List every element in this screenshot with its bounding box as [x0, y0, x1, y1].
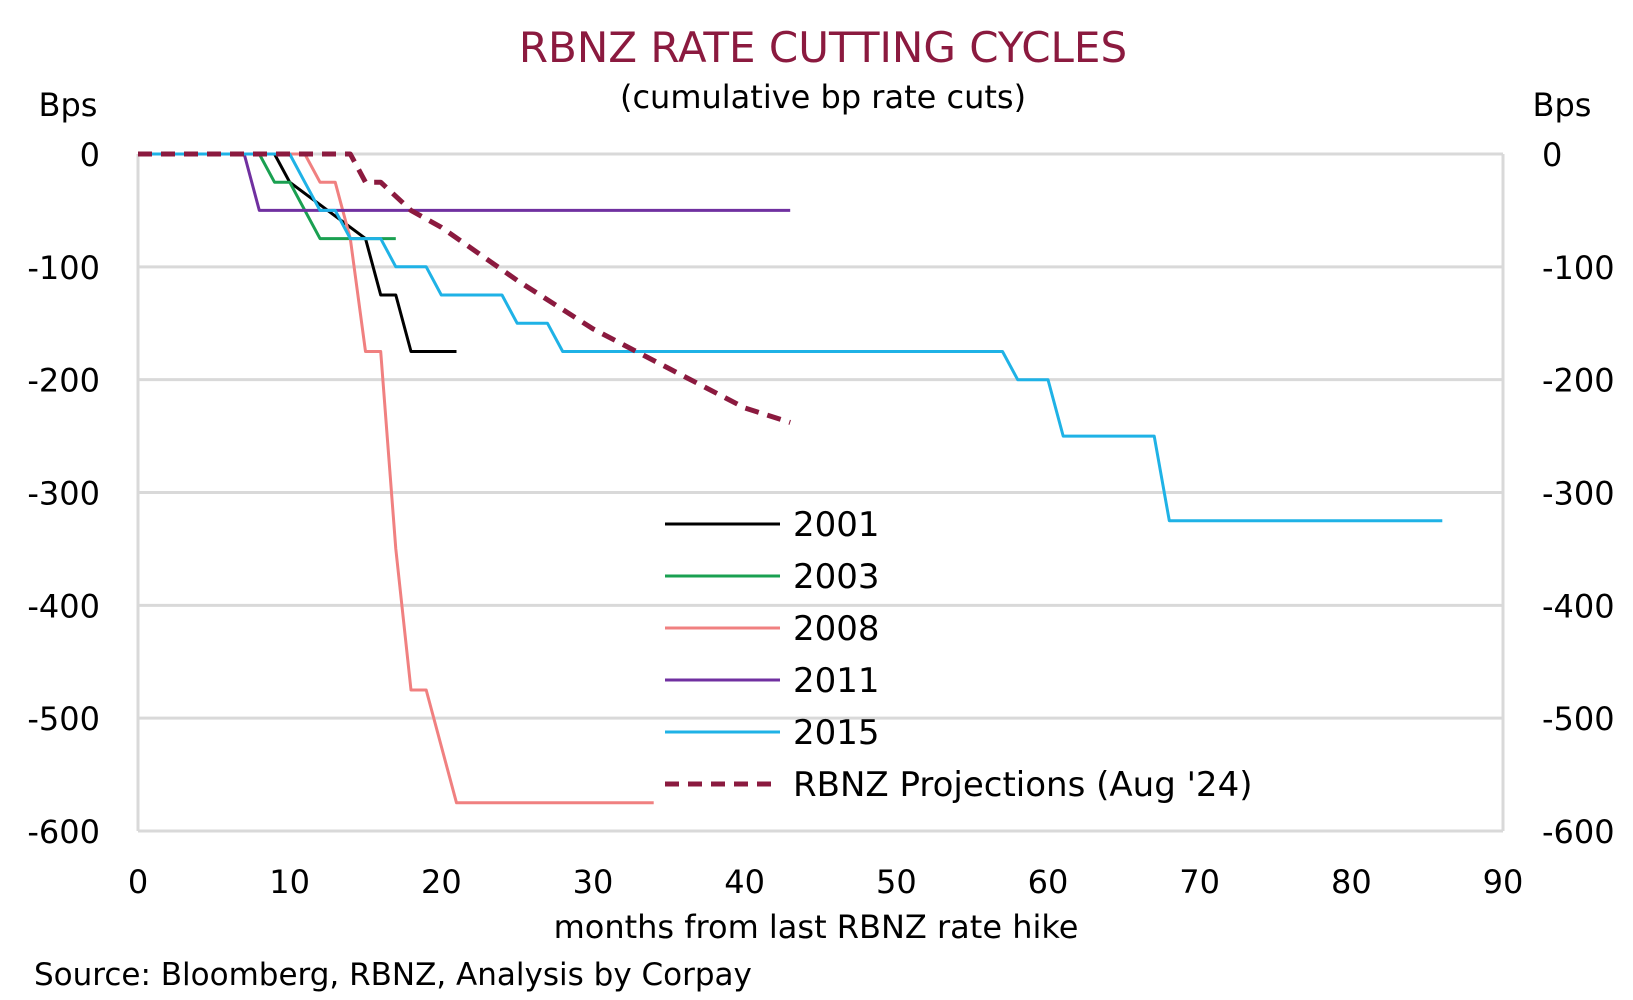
series [138, 151, 1443, 805]
series-line-6 [138, 151, 791, 425]
series-line-5 [138, 152, 1443, 523]
y-tick-label-right: -500 [1542, 700, 1615, 738]
x-tick-label: 20 [421, 863, 462, 901]
chart-title: RBNZ RATE CUTTING CYCLES [519, 23, 1127, 72]
x-tick-label: 40 [724, 863, 765, 901]
y-tick-label-right: -200 [1542, 362, 1615, 400]
legend-label-4: 2011 [793, 661, 880, 701]
y-tick-label-right: -600 [1542, 813, 1615, 851]
y-tick-label-right: 0 [1542, 136, 1562, 174]
series-line-4 [138, 152, 791, 212]
y-tick-label-left: -400 [27, 587, 100, 625]
tick-labels: 0 0 -100 -100 -200 -200 -300 -300 -400 -400 -500 -5… [27, 136, 1614, 901]
legend-label-1: 2001 [793, 505, 880, 545]
legend-label-2: 2003 [793, 557, 880, 597]
y-tick-label-right: -100 [1542, 249, 1615, 287]
legend-label-3: 2008 [793, 609, 880, 649]
x-tick-label: 60 [1028, 863, 1069, 901]
y-tick-label-left: -500 [27, 700, 100, 738]
x-tick-label: 80 [1331, 863, 1372, 901]
series-line-2 [138, 152, 396, 241]
chart-subtitle: (cumulative bp rate cuts) [620, 78, 1026, 116]
legend-label-6: RBNZ Projections (Aug '24) [793, 765, 1252, 805]
y-tick-label-left: -100 [27, 249, 100, 287]
y-tick-label-left: -200 [27, 362, 100, 400]
source-note: Source: Bloomberg, RBNZ, Analysis by Cor… [34, 957, 752, 993]
x-tick-label: 10 [269, 863, 310, 901]
y-tick-label-left: -600 [27, 813, 100, 851]
x-tick-label: 50 [876, 863, 917, 901]
y-tick-label-left: -300 [27, 475, 100, 513]
series-line-3 [138, 152, 654, 805]
y-tick-label-right: -300 [1542, 475, 1615, 513]
y-axis-label-left: Bps [39, 86, 98, 124]
legend-label-5: 2015 [793, 713, 880, 753]
series-line-1 [138, 152, 457, 353]
x-tick-label: 90 [1483, 863, 1524, 901]
grid [136, 152, 1505, 833]
y-tick-label-left: 0 [80, 136, 100, 174]
y-tick-label-right: -400 [1542, 587, 1615, 625]
x-tick-label: 70 [1179, 863, 1220, 901]
x-tick-label: 30 [573, 863, 614, 901]
x-axis-label: months from last RBNZ rate hike [554, 908, 1079, 946]
legend: 2001 2003 2008 2011 2015 RBNZ Projections (Au… [665, 505, 1252, 805]
x-tick-label: 0 [128, 863, 148, 901]
y-axis-label-right: Bps [1533, 86, 1592, 124]
